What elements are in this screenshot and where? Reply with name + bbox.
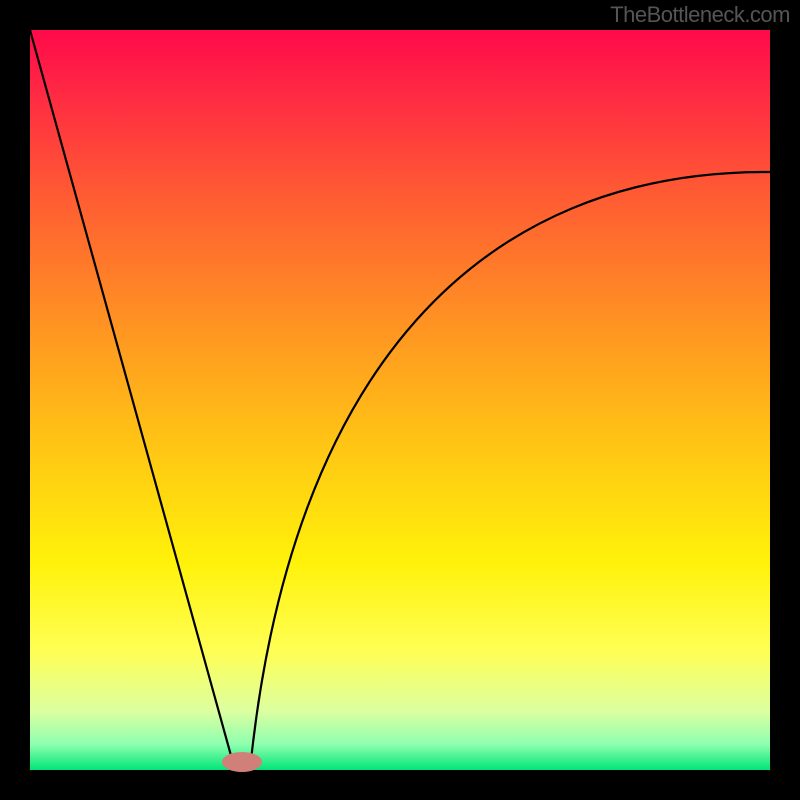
- bottleneck-chart: [0, 0, 800, 800]
- plot-area: [30, 30, 770, 770]
- watermark-text: TheBottleneck.com: [610, 2, 790, 28]
- vertex-marker: [222, 752, 262, 772]
